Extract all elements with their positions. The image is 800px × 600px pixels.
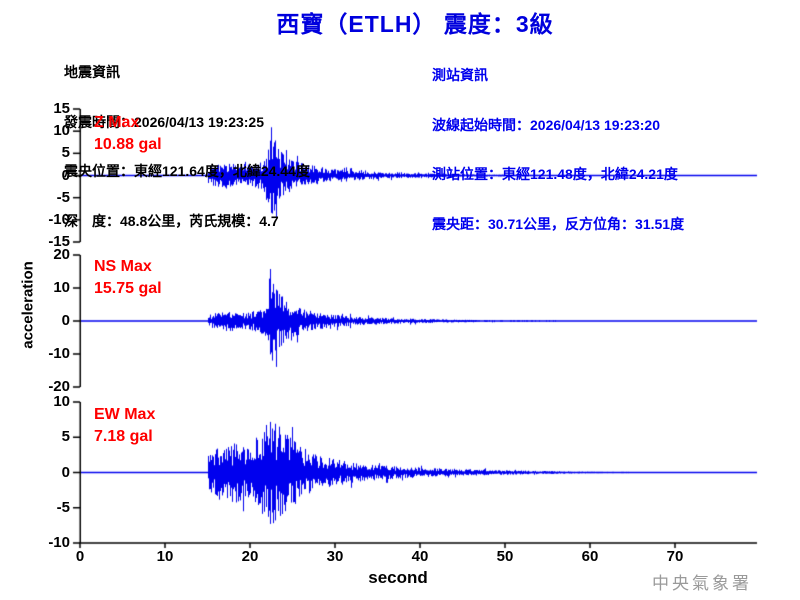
x-tick-label: 20 bbox=[241, 548, 259, 565]
y-tick-label: -10 bbox=[48, 211, 70, 228]
y-axis-label: acceleration bbox=[19, 261, 37, 349]
y-tick-label: -10 bbox=[48, 534, 70, 551]
page-title: 西寶（ETLH） 震度：3級 bbox=[276, 11, 554, 37]
event-info-heading: 地震資訊 bbox=[64, 64, 120, 80]
y-tick-label: 20 bbox=[53, 246, 70, 263]
y-tick-label: 0 bbox=[61, 312, 70, 329]
event-info-block: 地震資訊 發震時間：2026/04/13 19:23:25 震央位置：東經121… bbox=[64, 31, 310, 246]
event-info-line: 深 度：48.8公里，芮氏規模：4.7 bbox=[64, 212, 279, 229]
y-tick-label: 0 bbox=[61, 167, 70, 184]
x-tick-label: 40 bbox=[411, 548, 429, 565]
station-info-block: 測站資訊 波線起始時間：2026/04/13 19:23:20 測站位置：東經1… bbox=[432, 34, 684, 249]
y-tick-label: 5 bbox=[61, 144, 70, 161]
y-tick-label: 5 bbox=[61, 428, 70, 445]
y-tick-label: -15 bbox=[48, 233, 70, 250]
y-tick-label: 10 bbox=[53, 393, 70, 410]
x-tick-label: 60 bbox=[581, 548, 599, 565]
trace-ns-max-value: 15.75 gal bbox=[94, 280, 162, 297]
y-tick-label: -20 bbox=[48, 378, 70, 395]
station-info-line: 波線起始時間：2026/04/13 19:23:20 bbox=[432, 116, 660, 133]
y-tick-label: 0 bbox=[61, 464, 70, 481]
y-tick-label: 10 bbox=[53, 279, 70, 296]
station-info-line: 測站位置：東經121.48度，北緯24.21度 bbox=[432, 166, 678, 182]
trace-ew-max-value: 7.18 gal bbox=[94, 428, 153, 445]
trace-z-max-value: 10.88 gal bbox=[94, 136, 162, 153]
trace-z-max-label: Z Max 10.88 gal bbox=[94, 112, 162, 156]
x-tick-label: 30 bbox=[326, 548, 344, 565]
station-info-heading: 測站資訊 bbox=[432, 67, 488, 83]
y-tick-label: 10 bbox=[53, 122, 70, 139]
y-tick-label: 15 bbox=[53, 100, 70, 117]
x-tick-label: 0 bbox=[75, 548, 85, 565]
y-tick-label: -10 bbox=[48, 345, 70, 362]
x-tick-label: 10 bbox=[156, 548, 174, 565]
y-tick-label: -5 bbox=[56, 499, 70, 516]
station-info-line: 震央距：30.71公里，反方位角：31.51度 bbox=[432, 215, 685, 232]
x-axis-label: second bbox=[368, 568, 428, 587]
trace-ew-name: EW Max bbox=[94, 406, 156, 423]
trace-ns-max-label: NS Max 15.75 gal bbox=[94, 256, 162, 300]
event-info-line: 震央位置：東經121.64度，北緯24.44度 bbox=[64, 163, 310, 179]
trace-z-name: Z Max bbox=[94, 114, 140, 131]
y-tick-label: -5 bbox=[56, 189, 70, 206]
agency-watermark: 中央氣象署 bbox=[652, 574, 752, 593]
trace-ew-max-label: EW Max 7.18 gal bbox=[94, 404, 155, 448]
trace-ns-name: NS Max bbox=[94, 258, 152, 275]
x-tick-label: 50 bbox=[496, 548, 514, 565]
event-info-line: 發震時間：2026/04/13 19:23:25 bbox=[64, 113, 264, 130]
x-tick-label: 70 bbox=[666, 548, 684, 565]
